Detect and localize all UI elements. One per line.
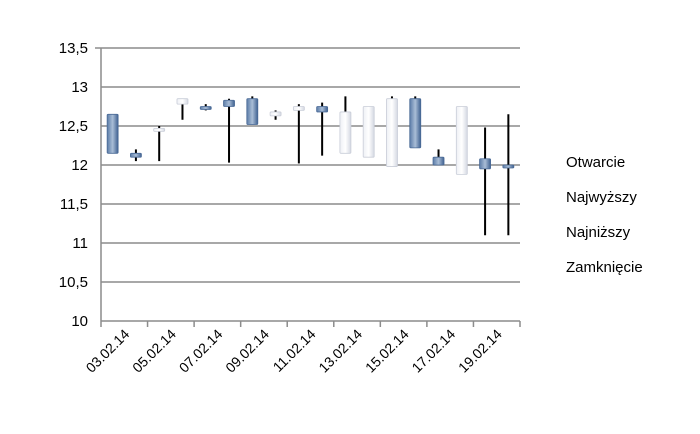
- y-tick-label: 13: [71, 79, 88, 96]
- candle: [153, 126, 166, 162]
- x-tick-label: 11.02.14: [269, 326, 318, 375]
- candle-body: [130, 152, 142, 158]
- candle-body: [316, 106, 329, 113]
- y-tick-label: 10: [71, 313, 88, 330]
- candle: [269, 110, 282, 120]
- x-axis-tick-labels: 03.02.1405.02.1407.02.1409.02.1411.02.14…: [83, 326, 505, 376]
- y-axis-tick-labels: 10 10,5 11 11,5 12 12,5 13 13,5: [59, 40, 88, 330]
- candle-body: [409, 98, 422, 149]
- candle-body: [176, 98, 189, 105]
- candle: [223, 98, 235, 163]
- candle-body: [292, 106, 305, 111]
- candle: [176, 98, 189, 120]
- y-tick-label: 10,5: [59, 274, 88, 291]
- candle: [479, 127, 491, 236]
- x-tick-label: 19.02.14: [455, 326, 505, 376]
- legend-item: Najniższy: [566, 224, 631, 241]
- x-tick-label: 13.02.14: [315, 326, 365, 376]
- x-tick-label: 03.02.14: [83, 326, 133, 376]
- candle: [339, 96, 352, 154]
- legend: Otwarcie Najwyższy Najniższy Zamknięcie: [566, 154, 643, 276]
- candle-body: [246, 98, 259, 125]
- y-tick-label: 12,5: [59, 118, 88, 135]
- legend-item: Najwyższy: [566, 189, 637, 206]
- candle: [455, 106, 468, 175]
- candle: [362, 106, 375, 158]
- axes: [95, 47, 521, 327]
- candle-body: [502, 164, 515, 169]
- x-tick-label: 09.02.14: [222, 326, 272, 376]
- candle: [432, 149, 445, 166]
- legend-item: Otwarcie: [566, 154, 625, 171]
- candle-body: [362, 106, 375, 158]
- x-tick-label: 07.02.14: [176, 326, 226, 376]
- candle-body: [106, 113, 119, 154]
- candle: [246, 96, 259, 125]
- candle-body: [432, 156, 445, 166]
- candle: [292, 104, 305, 164]
- x-tick-label: 17.02.14: [408, 326, 458, 376]
- candle: [199, 104, 212, 111]
- candle-body: [455, 106, 468, 175]
- y-tick-label: 11,5: [60, 196, 88, 213]
- x-tick-label: 05.02.14: [129, 326, 179, 376]
- candle-body: [479, 158, 491, 170]
- candle: [316, 102, 329, 156]
- candle: [386, 96, 398, 167]
- legend-item: Zamknięcie: [566, 259, 643, 276]
- candle-body: [153, 127, 166, 132]
- x-tick-label: 15.02.14: [362, 326, 412, 376]
- y-tick-label: 13,5: [59, 40, 88, 57]
- candle: [409, 96, 422, 149]
- candle: [130, 149, 142, 162]
- candle: [502, 114, 515, 236]
- candle: [106, 113, 119, 154]
- candle-body: [223, 99, 235, 107]
- candles: [106, 96, 515, 236]
- y-tick-label: 12: [71, 157, 88, 174]
- candle-body: [386, 98, 398, 167]
- candle-body: [339, 111, 352, 154]
- candle-body: [199, 106, 212, 110]
- gridlines: [101, 47, 520, 283]
- y-tick-label: 11: [72, 235, 88, 252]
- candle-body: [269, 111, 282, 117]
